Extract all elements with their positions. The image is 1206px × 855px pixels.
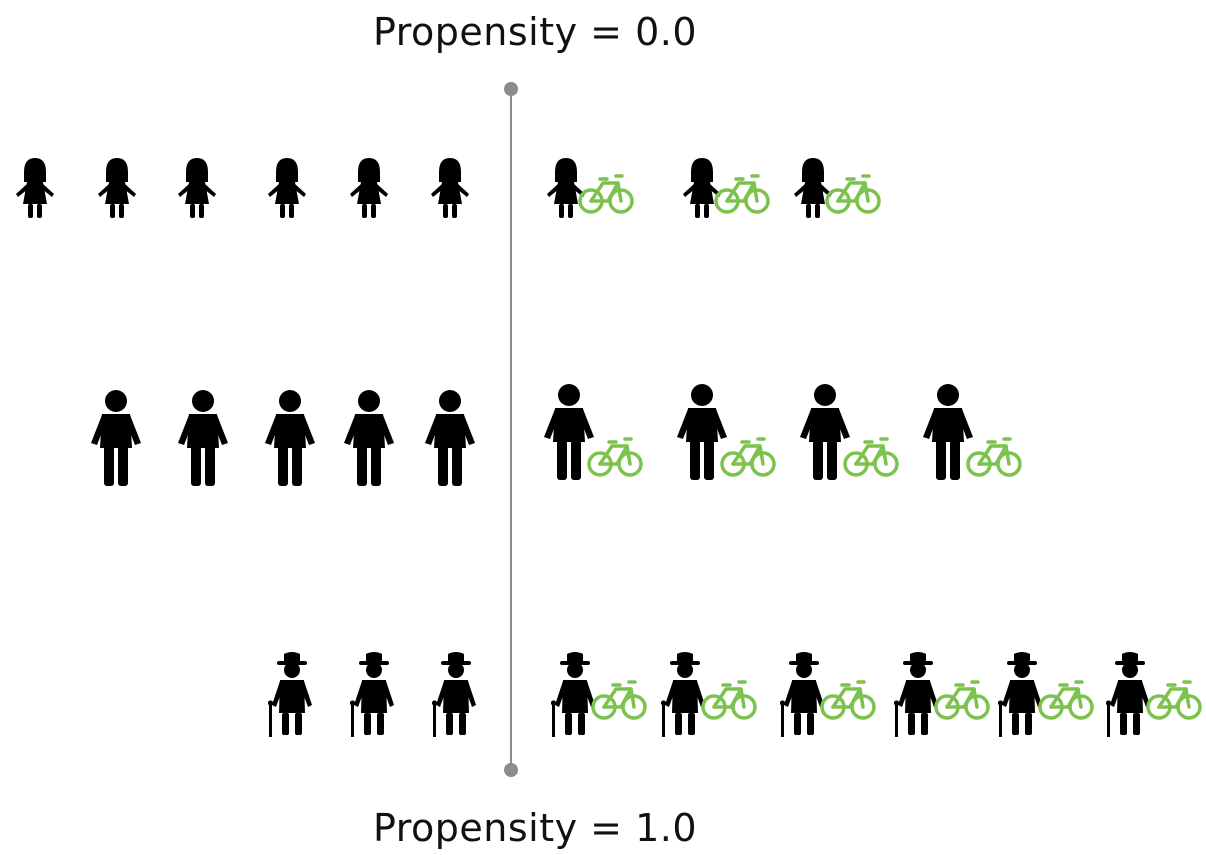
- bicycle-icon: [820, 680, 876, 720]
- child-icon: [16, 158, 54, 218]
- elderly-person-icon: [997, 652, 1042, 737]
- row-adults: [91, 384, 1022, 486]
- elderly-person-icon: [779, 652, 824, 737]
- child-icon: [268, 158, 306, 218]
- child-icon: [683, 158, 721, 218]
- child-icon: [98, 158, 136, 218]
- row-children: [16, 158, 881, 218]
- child-icon: [350, 158, 388, 218]
- bicycle-icon: [720, 437, 776, 477]
- bicycle-icon: [934, 680, 990, 720]
- bottom-propensity-label: Propensity = 1.0: [372, 806, 698, 850]
- bicycle-icon: [591, 680, 647, 720]
- child-icon: [431, 158, 469, 218]
- adult-icon: [344, 390, 394, 486]
- child-icon: [547, 158, 585, 218]
- adult-icon: [544, 384, 594, 480]
- elderly-person-icon: [349, 652, 394, 737]
- row-elderly: [267, 652, 1202, 737]
- adult-icon: [677, 384, 727, 480]
- bicycle-icon: [825, 174, 881, 214]
- axis-top-endpoint: [504, 82, 518, 96]
- figure-groups: [16, 158, 1202, 737]
- elderly-person-icon: [267, 652, 312, 737]
- bicycle-icon: [966, 437, 1022, 477]
- child-icon: [178, 158, 216, 218]
- elderly-person-icon: [1105, 652, 1150, 737]
- axis-bottom-endpoint: [504, 763, 518, 777]
- bicycle-icon: [578, 174, 634, 214]
- bicycle-icon: [701, 680, 757, 720]
- adult-icon: [91, 390, 141, 486]
- adult-icon: [923, 384, 973, 480]
- elderly-person-icon: [431, 652, 476, 737]
- adult-icon: [425, 390, 475, 486]
- bicycle-icon: [843, 437, 899, 477]
- top-propensity-label: Propensity = 0.0: [372, 10, 698, 54]
- adult-icon: [800, 384, 850, 480]
- bicycle-icon: [1038, 680, 1094, 720]
- elderly-person-icon: [550, 652, 595, 737]
- adult-icon: [178, 390, 228, 486]
- adult-icon: [265, 390, 315, 486]
- bicycle-icon: [714, 174, 770, 214]
- bicycle-icon: [1146, 680, 1202, 720]
- elderly-person-icon: [660, 652, 705, 737]
- child-icon: [794, 158, 832, 218]
- bicycle-icon: [587, 437, 643, 477]
- elderly-person-icon: [893, 652, 938, 737]
